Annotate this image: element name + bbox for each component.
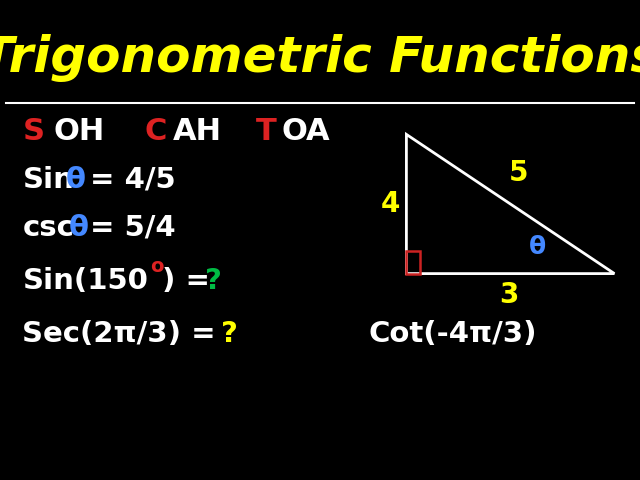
Text: 3: 3 (499, 281, 518, 309)
Text: Sec(2π/3) =: Sec(2π/3) = (22, 320, 216, 348)
Text: C: C (144, 118, 166, 146)
Text: θ: θ (68, 214, 88, 242)
Text: θ: θ (529, 235, 546, 259)
Text: T: T (256, 118, 276, 146)
Text: Trigonometric Functions: Trigonometric Functions (0, 34, 640, 82)
Text: S: S (22, 118, 44, 146)
Text: o: o (150, 257, 164, 276)
Text: θ: θ (66, 166, 86, 194)
Text: ) =: ) = (162, 267, 210, 295)
Text: = 5/4: = 5/4 (90, 214, 175, 242)
Text: csc: csc (22, 214, 74, 242)
Text: = 4/5: = 4/5 (90, 166, 175, 194)
Text: ?: ? (221, 320, 237, 348)
Text: 5: 5 (509, 159, 528, 187)
Text: AH: AH (173, 118, 222, 146)
Text: Cot(-4π/3): Cot(-4π/3) (368, 320, 536, 348)
Text: OH: OH (53, 118, 104, 146)
Text: ?: ? (205, 267, 221, 295)
Text: Sin(150: Sin(150 (22, 267, 148, 295)
Text: Sin: Sin (22, 166, 74, 194)
Text: OA: OA (282, 118, 330, 146)
Text: 4: 4 (381, 190, 400, 218)
